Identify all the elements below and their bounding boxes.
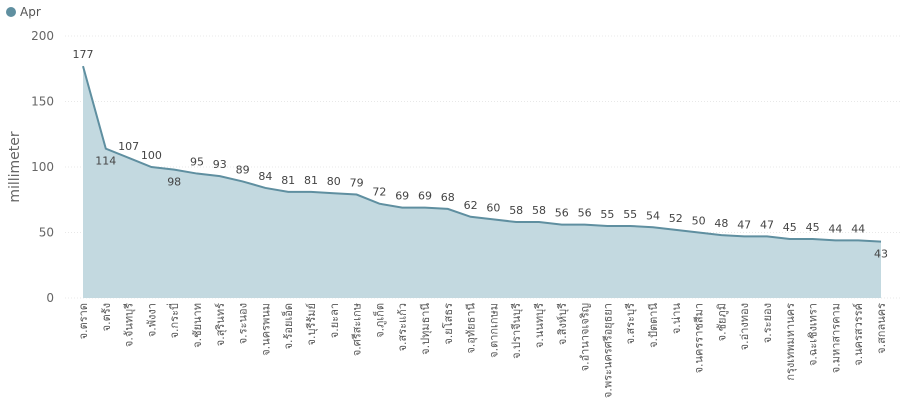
data-label: 98 (167, 176, 181, 189)
x-tick-label: จ.อุทัยธานี (465, 303, 478, 354)
data-label: 100 (141, 149, 162, 162)
series-line-apr (82, 65, 882, 243)
data-label: 56 (555, 207, 569, 220)
data-label: 47 (737, 218, 751, 231)
x-tick-label: จ.มหาสารคาม (829, 303, 842, 373)
x-tick-label: จ.สกลนคร (875, 303, 888, 354)
data-label: 89 (236, 163, 250, 176)
data-label: 55 (623, 208, 637, 221)
y-tick-label: 200 (31, 29, 54, 43)
data-label: 44 (828, 222, 842, 235)
legend-marker-apr (6, 7, 16, 17)
data-label: 45 (806, 221, 820, 234)
data-label: 95 (190, 156, 204, 169)
y-tick-label: 100 (31, 160, 54, 174)
x-tick-label: จ.จันทบุรี (123, 303, 136, 347)
x-tick-label: จ.สระแก้ว (396, 303, 409, 351)
x-tick-label: จ.นครพนม (259, 303, 272, 356)
data-label: 177 (73, 48, 94, 61)
data-label: 84 (258, 170, 272, 183)
x-tick-label: จ.ปัตตานี (647, 303, 660, 348)
data-label: 48 (714, 217, 728, 230)
x-tick-label: จ.บุรีรัมย์ (305, 303, 318, 345)
y-axis-label: millimeter (7, 131, 23, 203)
x-tick-label: จ.ศรีสะเกษ (351, 303, 364, 356)
x-tick-label: จ.ระนอง (237, 303, 250, 344)
x-tick-label: จ.กระบี่ (166, 303, 181, 338)
x-tick-label: จ.ยโสธร (441, 303, 455, 345)
x-tick-label: จ.ฉะเชิงเทรา (807, 303, 820, 366)
x-tick-label: กรุงเทพมหานคร (784, 303, 797, 381)
data-label: 107 (118, 140, 139, 153)
data-label: 62 (464, 199, 478, 212)
data-label: 114 (95, 155, 116, 168)
x-tick-label: จ.สุรินทร์ (214, 303, 227, 346)
x-tick-label: จ.ปทุมธานี (419, 303, 432, 355)
x-tick-label: จ.น่าน (670, 303, 683, 335)
y-tick-label: 50 (39, 226, 54, 240)
data-label: 52 (669, 212, 683, 225)
x-tick-label: จ.นครสวรรค์ (852, 303, 865, 366)
x-tick-label: จ.อำนาจเจริญ (579, 303, 592, 371)
x-tick-label: จ.พังงา (145, 303, 158, 337)
data-label: 44 (851, 222, 865, 235)
x-tick-label: จ.อ่างทอง (738, 303, 751, 350)
x-tick-label: จ.นครราชสีมา (693, 303, 706, 373)
data-label: 80 (327, 175, 341, 188)
data-label: 93 (213, 158, 227, 171)
x-tick-label: จ.สิงห์บุรี (556, 303, 569, 345)
data-label: 54 (646, 209, 660, 222)
x-tick-label: จ.ชัยนาท (191, 303, 204, 348)
data-label: 58 (509, 204, 523, 217)
data-label: 50 (692, 215, 706, 228)
data-label: 56 (578, 207, 592, 220)
data-label: 68 (441, 191, 455, 204)
x-tick-label: จ.พระนครศรีอยุธยา (601, 303, 614, 398)
data-label: 45 (783, 221, 797, 234)
legend[interactable]: Apr (6, 5, 41, 19)
data-label: 69 (418, 190, 432, 203)
y-tick-label: 0 (46, 291, 54, 305)
y-tick-label: 150 (31, 95, 54, 109)
data-label: 60 (486, 201, 500, 214)
x-tick-label: จ.สระบุรี (624, 303, 637, 344)
data-label: 58 (532, 204, 546, 217)
x-tick-label: จ.ตรัง (100, 303, 113, 331)
data-label: 72 (372, 186, 386, 199)
data-label: 47 (760, 218, 774, 231)
area-fill (83, 66, 881, 298)
x-axis-ticks: จ.ตราด จ.ตรัง จ.จันทบุรี จ.พังงา จ.กระบี่ จ.ช… (77, 303, 888, 399)
x-tick-label: จ.ภูเก็ต (372, 303, 386, 338)
legend-label-apr: Apr (20, 5, 41, 19)
x-tick-label: จ.ปราจีนบุรี (510, 303, 523, 359)
x-tick-label: จ.ตากเกษม (487, 303, 500, 358)
data-label: 81 (304, 174, 318, 187)
x-tick-label: จ.ตราด (77, 303, 90, 339)
data-label: 69 (395, 190, 409, 203)
x-tick-label: จ.ระยอง (761, 303, 774, 343)
data-label: 81 (281, 174, 295, 187)
x-tick-label: จ.นนทบุรี (533, 303, 546, 348)
x-tick-label: จ.ชัยภูมิ (715, 303, 728, 341)
data-label: 55 (600, 208, 614, 221)
x-tick-label: จ.ร้อยเอ็ด (281, 303, 295, 349)
data-label: 43 (874, 248, 888, 261)
data-label: 79 (350, 177, 364, 190)
y-axis-ticks: 0 50 100 150 200 (31, 29, 54, 305)
x-tick-label: จ.ยะลา (328, 303, 341, 338)
